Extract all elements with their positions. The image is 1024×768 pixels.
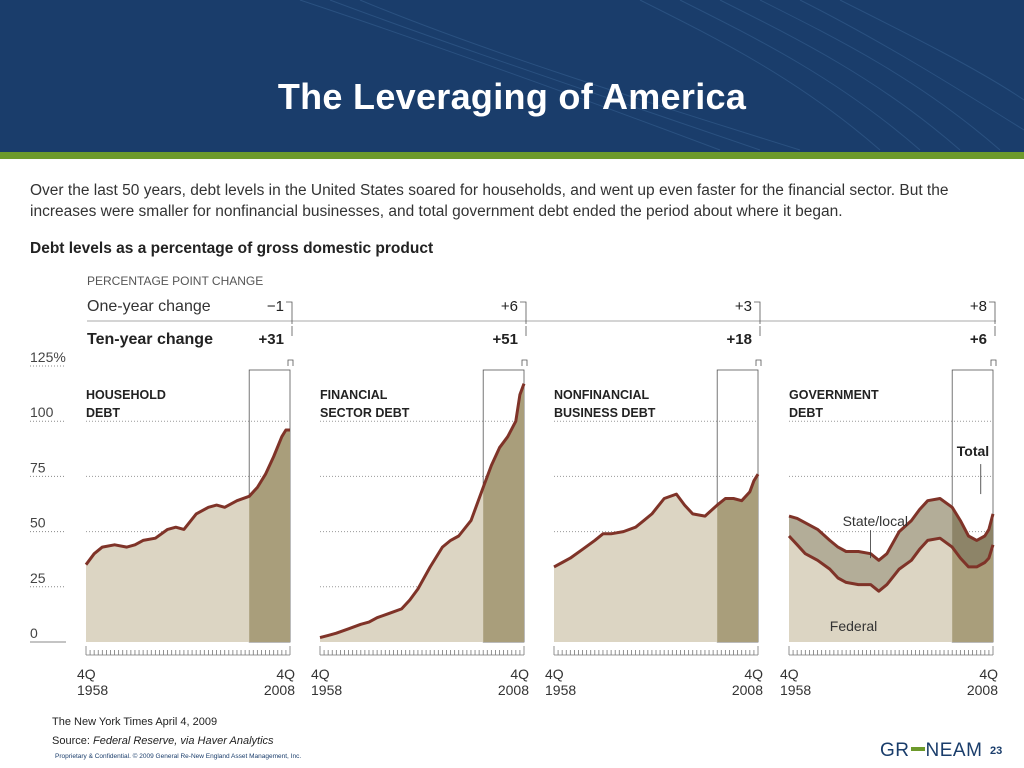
x-start-year: 1958 bbox=[311, 682, 342, 698]
x-start-quarter: 4Q bbox=[780, 666, 799, 682]
panel-title-line1: GOVERNMENT bbox=[789, 388, 879, 402]
window-marker bbox=[755, 359, 762, 366]
series-line bbox=[319, 383, 526, 640]
intro-text: Over the last 50 years, debt levels in t… bbox=[30, 182, 949, 220]
panel-title-line2: SECTOR DEBT bbox=[320, 406, 410, 420]
one-year-bracket bbox=[286, 301, 293, 324]
logo-dash bbox=[910, 746, 925, 751]
x-start-quarter: 4Q bbox=[545, 666, 564, 682]
x-end-quarter: 4Q bbox=[510, 666, 529, 682]
x-end-year: 2008 bbox=[498, 682, 529, 698]
ten-year-change: +18 bbox=[727, 331, 752, 348]
area-fill bbox=[86, 430, 290, 642]
ten-year-change: +31 bbox=[259, 331, 284, 348]
x-end-year: 2008 bbox=[967, 682, 998, 698]
window-marker bbox=[521, 359, 528, 366]
series-line bbox=[553, 473, 760, 569]
pp-header: PERCENTAGE POINT CHANGE bbox=[87, 274, 263, 288]
area-highlight bbox=[249, 430, 290, 642]
footer-source: Source: Federal Reserve, via Haver Analy… bbox=[52, 735, 274, 747]
state-local-band bbox=[789, 498, 993, 592]
one-year-bracket bbox=[520, 301, 527, 324]
header-decoration bbox=[299, 0, 1024, 151]
one-year-change: +8 bbox=[970, 298, 987, 315]
one-year-change: +3 bbox=[735, 298, 752, 315]
x-start-quarter: 4Q bbox=[77, 666, 96, 682]
x-start-year: 1958 bbox=[77, 682, 108, 698]
y-tick-label: 50 bbox=[30, 515, 46, 531]
panel-title-line1: FINANCIAL bbox=[320, 388, 388, 402]
y-tick-label: 25 bbox=[30, 570, 46, 586]
slide-header: The Leveraging of America bbox=[0, 0, 1024, 152]
slide-title: The Leveraging of America bbox=[277, 76, 747, 117]
federal-area-highlight bbox=[952, 544, 993, 642]
source-text: Federal Reserve, via Haver Analytics bbox=[92, 735, 274, 747]
area-highlight bbox=[717, 474, 758, 642]
state-local-label: State/local bbox=[843, 513, 908, 529]
panel-title-line1: HOUSEHOLD bbox=[86, 388, 166, 402]
federal-area bbox=[789, 536, 993, 642]
ten-year-change: +6 bbox=[970, 331, 987, 348]
x-start-year: 1958 bbox=[780, 682, 811, 698]
y-tick-label: 125% bbox=[30, 349, 66, 365]
footer-nyt: The New York Times April 4, 2009 bbox=[52, 716, 218, 728]
one-year-bracket bbox=[989, 301, 996, 324]
panel-title-line2: BUSINESS DEBT bbox=[554, 406, 656, 420]
panel-title-line2: DEBT bbox=[789, 406, 823, 420]
page-number: 23 bbox=[990, 745, 1003, 757]
x-end-year: 2008 bbox=[732, 682, 763, 698]
one-year-bracket bbox=[754, 301, 761, 324]
one-year-label: One-year change bbox=[87, 298, 211, 315]
company-logo: GR NEAM bbox=[880, 740, 982, 762]
logo-left: GR bbox=[880, 740, 910, 761]
panel-title-line2: DEBT bbox=[86, 406, 120, 420]
y-tick-label: 100 bbox=[30, 404, 54, 420]
x-start-year: 1958 bbox=[545, 682, 576, 698]
one-year-change: −1 bbox=[267, 298, 284, 315]
logo-right: NEAM bbox=[925, 740, 983, 761]
panel-title-line1: NONFINANCIAL bbox=[554, 388, 649, 402]
federal-label: Federal bbox=[830, 618, 877, 634]
window-marker bbox=[990, 359, 997, 366]
total-line bbox=[788, 497, 995, 562]
debt-chart: PERCENTAGE POINT CHANGE One-year change … bbox=[30, 274, 998, 698]
ten-year-label: Ten-year change bbox=[87, 331, 213, 348]
y-axis: 125% 100 75 50 25 0 bbox=[30, 349, 66, 643]
federal-line bbox=[787, 534, 995, 593]
state-local-highlight bbox=[952, 507, 993, 567]
source-label: Source: bbox=[52, 735, 90, 747]
x-end-quarter: 4Q bbox=[979, 666, 998, 682]
one-year-change: +6 bbox=[501, 298, 518, 315]
footer-proprietary: Proprietary & Confidential. © 2009 Gener… bbox=[55, 753, 302, 760]
ten-year-change: +51 bbox=[493, 331, 518, 348]
x-end-quarter: 4Q bbox=[276, 666, 295, 682]
window-marker bbox=[287, 359, 294, 366]
panel-3: TotalState/localFederalGOVERNMENTDEBT4Q1… bbox=[780, 298, 998, 698]
x-start-quarter: 4Q bbox=[311, 666, 330, 682]
chart-subtitle: Debt levels as a percentage of gross dom… bbox=[30, 240, 434, 257]
accent-bar bbox=[0, 152, 1024, 159]
area-highlight bbox=[483, 383, 524, 642]
series-line bbox=[84, 428, 290, 566]
x-end-year: 2008 bbox=[264, 682, 295, 698]
area-fill bbox=[320, 383, 524, 642]
x-end-quarter: 4Q bbox=[744, 666, 763, 682]
total-label: Total bbox=[957, 443, 989, 459]
y-tick-label: 0 bbox=[30, 625, 38, 641]
y-tick-label: 75 bbox=[30, 459, 46, 475]
chart-panels: HOUSEHOLDDEBT4Q19584Q2008−1+31FINANCIALS… bbox=[77, 298, 998, 698]
